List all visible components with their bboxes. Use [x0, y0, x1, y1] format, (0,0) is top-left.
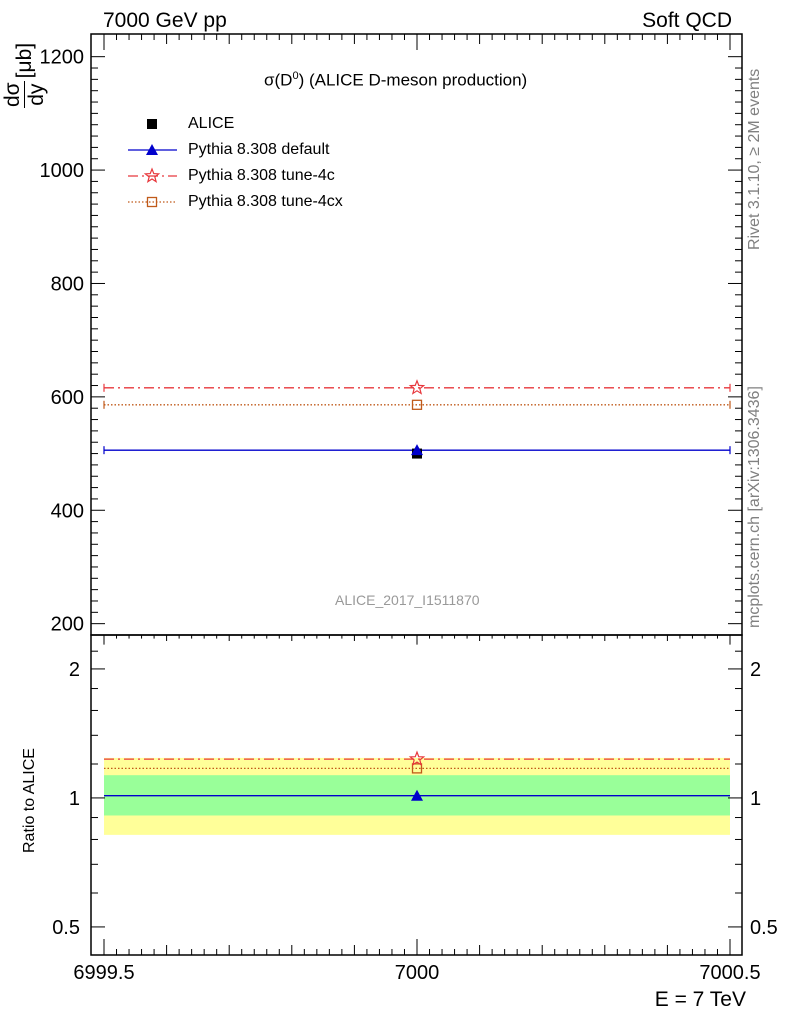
- plot-title: σ(D0) (ALICE D-meson production): [264, 70, 527, 91]
- y-tick-label: 200: [51, 614, 84, 636]
- main-y-axis-label: dσ dy [μb]: [1, 42, 48, 108]
- legend-marker: [146, 196, 158, 208]
- legend-marker: [146, 144, 158, 155]
- ylabel-denominator: dy: [25, 83, 48, 106]
- x-tick-label: 7000: [395, 962, 440, 984]
- x-tick-label: 6999.5: [73, 962, 134, 984]
- title-text: (ALICE D-meson production): [308, 70, 528, 90]
- analysis-id-watermark: ALICE_2017_I1511870: [335, 592, 480, 608]
- ratio-y-tick-label: 0.5: [52, 917, 80, 939]
- y-tick-label: 1200: [40, 47, 85, 69]
- ratio-y-tick-label-right: 2: [750, 659, 761, 681]
- ratio-y-tick-label-right: 0.5: [750, 917, 778, 939]
- x-axis-label: E = 7 TeV: [654, 988, 746, 1011]
- ratio-marker-pythia-8-308-tune-4c: [408, 750, 426, 767]
- rivet-version-label: Rivet 3.1.10, ≥ 2M events: [746, 68, 763, 250]
- analysis-group-label: Soft QCD: [642, 9, 732, 32]
- legend-markers: [128, 119, 177, 208]
- legend-marker: [143, 167, 161, 184]
- mcplots-reference-label: mcplots.cern.ch [arXiv:1306.3436]: [746, 386, 763, 628]
- axis-ticks: [91, 34, 742, 955]
- ratio-y-tick-label-right: 1: [750, 788, 761, 810]
- marker-pythia-8-308-tune-4c: [408, 379, 426, 395]
- legend-marker-alice: [147, 119, 157, 129]
- legend-label-default: Pythia 8.308 default: [188, 141, 330, 158]
- marker-pythia-8-308-tune-4cx: [411, 399, 423, 410]
- ratio-frame: [90, 634, 743, 956]
- ylabel-numerator: dσ: [1, 81, 25, 108]
- ratio-y-tick-label: 1: [69, 788, 80, 810]
- title-symbol-close: ): [298, 70, 305, 90]
- ratio-marker-pythia-8-308-tune-4cx: [411, 763, 423, 774]
- title-symbol: σ(D: [264, 70, 293, 90]
- y-tick-label: 1000: [40, 160, 85, 182]
- x-tick-label: 7000.5: [699, 962, 760, 984]
- ylabel-unit: [μb]: [13, 42, 36, 79]
- energy-label: 7000 GeV pp: [103, 9, 227, 32]
- marker-pythia-8-308-default: [411, 444, 423, 456]
- ratio-y-tick-label: 2: [69, 659, 80, 681]
- y-tick-label: 800: [51, 273, 84, 295]
- legend-label-tune4c: Pythia 8.308 tune-4c: [188, 167, 335, 184]
- series-markers: [408, 379, 426, 801]
- ratio-y-axis-label: Ratio to ALICE: [21, 748, 38, 853]
- y-tick-label: 600: [51, 387, 84, 409]
- title-superscript: 0: [292, 70, 299, 82]
- ratio-marker-pythia-8-308-default: [411, 789, 423, 801]
- y-tick-label: 400: [51, 500, 84, 522]
- legend-label-alice: ALICE: [188, 115, 235, 132]
- tick-labels: 200 400 600 800 1000 1200 0.5 0.5 1 1 2 2 6999.5 7000…: [40, 47, 778, 984]
- legend-label-tune4cx: Pythia 8.308 tune-4cx: [188, 193, 343, 210]
